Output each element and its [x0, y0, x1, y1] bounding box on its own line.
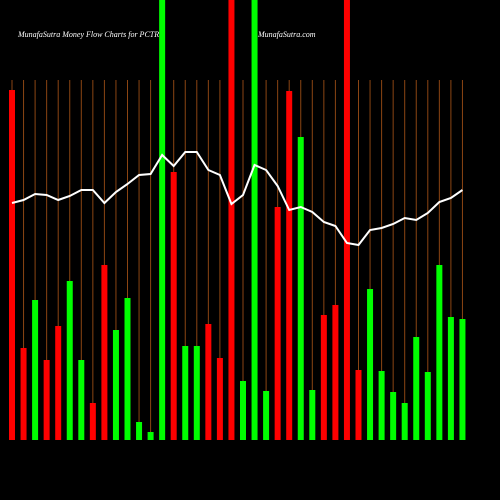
bar: [66, 281, 73, 440]
bar: [136, 422, 143, 440]
bar: [240, 381, 246, 440]
bar: [228, 0, 235, 440]
bar: [286, 91, 293, 440]
bar: [147, 432, 154, 440]
line: [11, 151, 464, 247]
bar: [43, 360, 50, 440]
bar: [332, 305, 339, 440]
bar: [309, 390, 316, 440]
bar: [193, 346, 200, 440]
bar: [78, 360, 85, 440]
bar: [424, 372, 431, 440]
bar: [436, 265, 443, 440]
bar: [20, 348, 27, 440]
bar: [182, 346, 189, 440]
chart-subtitle: MunafaSutra.com: [257, 30, 316, 39]
bar: [205, 324, 212, 440]
bar: [124, 298, 131, 440]
bar: [263, 391, 270, 440]
bar: [274, 207, 281, 440]
bar: [390, 392, 397, 440]
bar: [216, 358, 223, 440]
bar: [170, 172, 177, 440]
bar: [447, 317, 454, 440]
bar: [159, 0, 166, 440]
bar: [413, 337, 420, 440]
chart-title: MunafaSutra Money Flow Charts for PCTR: [17, 30, 159, 39]
bar: [9, 90, 15, 440]
bar: [101, 265, 108, 440]
bar: [32, 300, 39, 440]
bar: [401, 403, 408, 440]
bar: [355, 370, 362, 440]
bar: [112, 330, 119, 440]
bar: [378, 371, 385, 440]
bar: [367, 289, 374, 440]
bar: [89, 403, 96, 440]
bar: [251, 0, 258, 440]
bar: [55, 326, 62, 440]
bar: [320, 315, 327, 440]
bar: [343, 0, 350, 440]
bar: [459, 319, 466, 440]
bar: [297, 137, 304, 440]
